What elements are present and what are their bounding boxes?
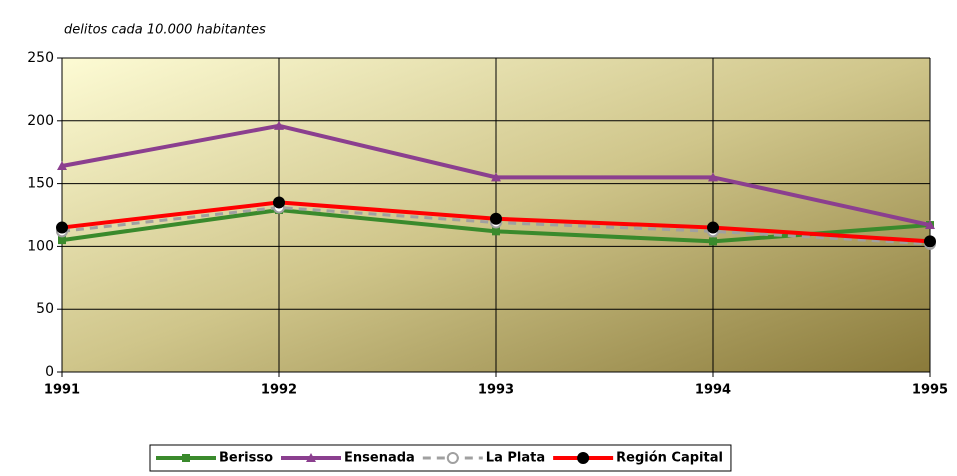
y-tick-label: 250 bbox=[27, 50, 54, 66]
series-marker bbox=[707, 221, 719, 234]
series-marker bbox=[492, 227, 500, 236]
series-marker bbox=[56, 221, 68, 234]
legend-label: Ensenada bbox=[344, 451, 415, 466]
x-tick-label: 1991 bbox=[44, 383, 80, 398]
legend-marker bbox=[182, 454, 190, 462]
y-tick-label: 50 bbox=[36, 301, 54, 317]
x-tick-label: 1994 bbox=[695, 383, 731, 398]
series-marker bbox=[925, 220, 935, 230]
series-marker bbox=[273, 196, 285, 209]
series-marker bbox=[709, 237, 717, 246]
x-tick-label: 1995 bbox=[912, 383, 948, 398]
legend-marker bbox=[306, 453, 316, 462]
y-tick-label: 100 bbox=[27, 238, 54, 254]
legend-marker bbox=[446, 452, 459, 464]
y-tick-label: 0 bbox=[45, 364, 54, 380]
y-tick-label: 200 bbox=[27, 113, 54, 129]
series-marker bbox=[57, 161, 67, 171]
y-tick-label: 150 bbox=[27, 176, 54, 192]
chart-subtitle: delitos cada 10.000 habitantes bbox=[64, 23, 266, 38]
series-marker bbox=[924, 235, 936, 248]
series-marker bbox=[708, 172, 718, 182]
series-marker bbox=[274, 120, 284, 130]
legend-marker bbox=[577, 452, 590, 464]
series-marker bbox=[490, 212, 502, 225]
x-tick-label: 1993 bbox=[478, 383, 514, 398]
x-tick-label: 1992 bbox=[261, 383, 297, 398]
series-marker bbox=[58, 236, 66, 245]
series-marker bbox=[491, 172, 501, 182]
legend-label: Berisso bbox=[219, 451, 273, 466]
legend-label: Región Capital bbox=[616, 451, 723, 466]
legend-label: La Plata bbox=[486, 451, 545, 466]
